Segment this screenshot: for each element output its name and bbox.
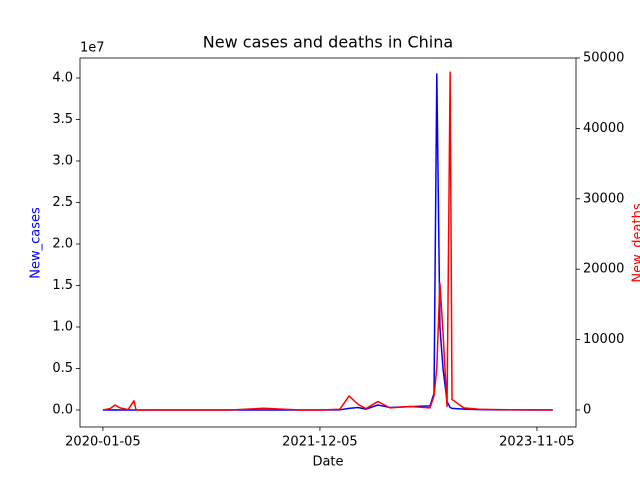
y2-tick-label: 0 (583, 402, 591, 417)
y-tick-label: 3.0 (52, 153, 73, 168)
x-axis-label: Date (312, 455, 343, 470)
y2-tick-label: 40000 (583, 121, 624, 136)
y-tick-label: 1.5 (52, 278, 73, 293)
x-tick-label: 2021-12-05 (282, 435, 358, 450)
x-tick-label: 2020-01-05 (65, 435, 141, 450)
x-tick-label: 2023-11-05 (499, 435, 575, 450)
data-line (102, 71, 553, 411)
y-tick-label: 1.0 (52, 319, 73, 334)
y2-tick-label: 10000 (583, 332, 624, 347)
y-tick-label: 0.0 (52, 402, 73, 417)
y-axis-label: New_cases (29, 207, 44, 279)
y2-axis-label: New_deaths (631, 203, 640, 282)
y2-tick-label: 30000 (583, 191, 624, 206)
y-tick-label: 2.5 (52, 195, 73, 210)
y-tick-label: 4.0 (52, 71, 73, 86)
y2-tick-label: 50000 (583, 51, 624, 66)
plot-frame (79, 57, 577, 428)
data-line (102, 73, 553, 411)
y-tick-label: 2.0 (52, 236, 73, 251)
y-tick-label: 0.5 (52, 361, 73, 376)
y-tick-label: 3.5 (52, 112, 73, 127)
y2-tick-label: 20000 (583, 262, 624, 277)
y-offset-text: 1e7 (80, 41, 105, 56)
chart-title: New cases and deaths in China (203, 33, 453, 52)
